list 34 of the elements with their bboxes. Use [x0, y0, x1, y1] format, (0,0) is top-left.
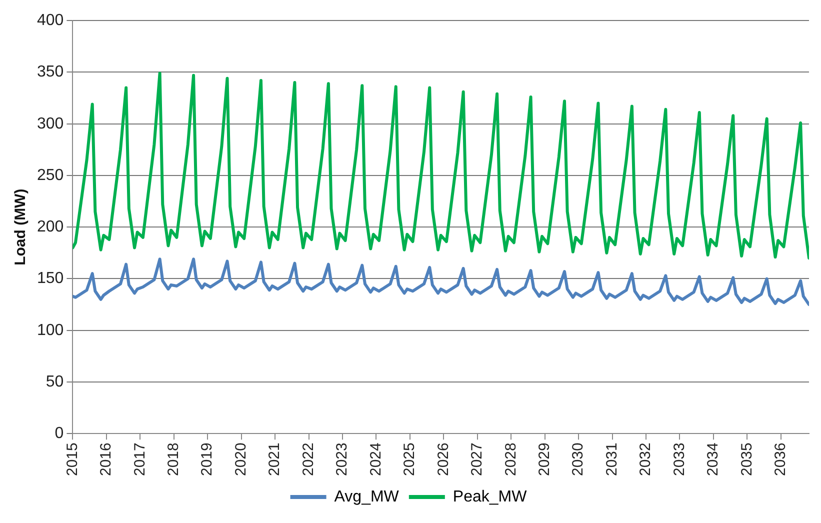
x-tick-label: 2016	[98, 442, 115, 476]
x-tick-label: 2017	[131, 442, 148, 476]
x-tick-label: 2022	[300, 442, 317, 476]
x-tick-label: 2026	[434, 442, 452, 476]
y-axis-title: Load (MW)	[12, 188, 30, 266]
x-tick-label: 2025	[401, 442, 418, 476]
x-tick-label: 2034	[704, 442, 722, 476]
x-tick-label: 2023	[334, 442, 351, 476]
y-tick-label: 0	[54, 425, 64, 442]
x-tick-label: 2036	[772, 442, 790, 476]
y-tick-label: 300	[36, 115, 64, 132]
y-tick-label: 150	[36, 270, 64, 288]
y-tick-label: 350	[36, 64, 64, 81]
y-tick-label: 250	[36, 166, 64, 184]
x-tick-label: 2029	[536, 442, 553, 476]
y-tick-label: 400	[36, 12, 64, 30]
legend-label: Peak_MW	[452, 488, 528, 506]
y-tick-label: 100	[36, 322, 64, 339]
x-tick-label: 2024	[367, 442, 384, 476]
x-tick-label: 2020	[232, 442, 250, 476]
y-tick-label: 200	[36, 218, 64, 236]
x-tick-label: 2032	[637, 442, 654, 476]
x-tick-label: 2031	[603, 442, 620, 476]
x-tick-label: 2027	[468, 442, 486, 476]
x-tick-label: 2035	[738, 442, 756, 476]
x-tick-label: 2019	[198, 442, 216, 476]
x-tick-label: 2021	[266, 442, 284, 476]
x-tick-label: 2033	[670, 442, 688, 476]
legend-label: Avg_MW	[334, 488, 400, 506]
x-tick-label: 2028	[502, 442, 520, 476]
y-tick-label: 50	[46, 373, 64, 390]
x-tick-label: 2015	[64, 442, 81, 476]
x-tick-label: 2030	[570, 442, 587, 476]
x-tick-label: 2018	[165, 442, 182, 476]
